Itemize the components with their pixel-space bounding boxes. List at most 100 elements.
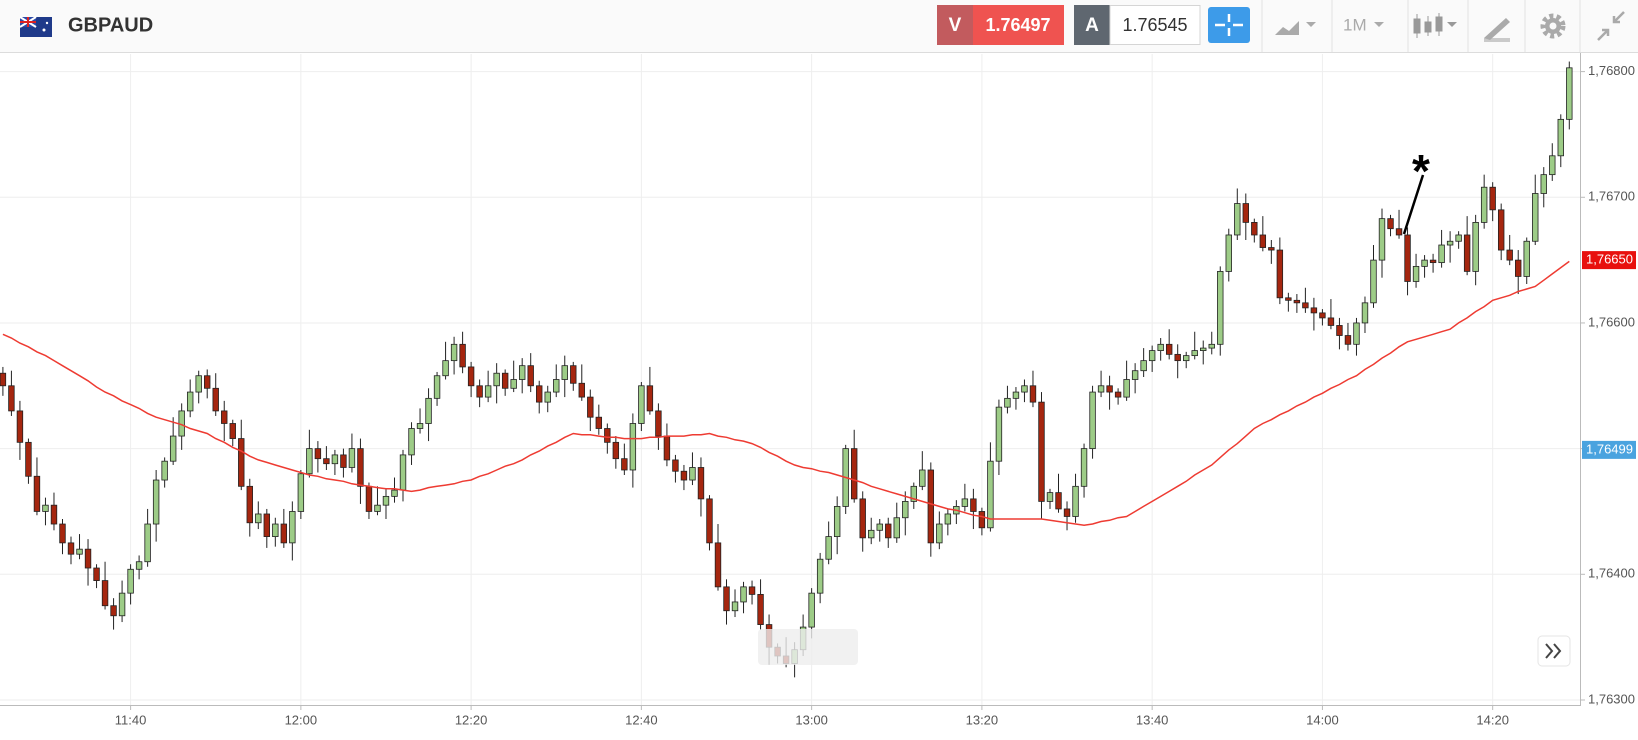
axes: 1,763001,764001,765001,766001,767001,768… bbox=[115, 63, 1636, 727]
draw-button[interactable] bbox=[1484, 18, 1510, 42]
candle-type-button[interactable] bbox=[1413, 13, 1457, 38]
candle-body bbox=[1463, 234, 1471, 272]
candle-body bbox=[1276, 249, 1284, 299]
candle-body bbox=[876, 523, 883, 531]
x-tick-label: 12:40 bbox=[625, 712, 658, 727]
candle-body bbox=[936, 523, 943, 544]
buy-button[interactable]: A 1.76545 bbox=[1074, 5, 1201, 45]
candle-body bbox=[1217, 271, 1224, 345]
candle-body bbox=[638, 385, 645, 424]
price-marker bbox=[1582, 251, 1636, 270]
candle-body bbox=[1327, 317, 1335, 326]
candle-body bbox=[740, 586, 747, 603]
candle-body bbox=[297, 473, 305, 512]
candle-body bbox=[1515, 259, 1522, 277]
candle-body bbox=[1080, 448, 1088, 487]
candle-body bbox=[1344, 335, 1352, 345]
candle-body bbox=[1157, 343, 1164, 351]
collapse-button[interactable] bbox=[1597, 11, 1625, 41]
candle-body bbox=[987, 460, 994, 529]
candle-body bbox=[1021, 385, 1028, 393]
candle-body bbox=[272, 523, 279, 537]
candle-body bbox=[314, 448, 322, 460]
candle-body bbox=[374, 504, 381, 512]
candle-body bbox=[204, 375, 211, 389]
candle-body bbox=[944, 513, 952, 525]
y-tick-label: 1,76400 bbox=[1588, 566, 1635, 581]
candle-body bbox=[1395, 228, 1403, 236]
chart-type-button[interactable] bbox=[1275, 21, 1316, 35]
sell-button[interactable]: V 1.76497 bbox=[937, 5, 1064, 45]
candle-body bbox=[169, 435, 177, 462]
y-tick-label: 1,76300 bbox=[1588, 691, 1635, 706]
candle-body bbox=[382, 495, 390, 506]
candle-body bbox=[1234, 203, 1241, 236]
candle-body bbox=[621, 458, 628, 471]
candle-body bbox=[101, 580, 109, 607]
candle-body bbox=[927, 469, 935, 544]
candle-body bbox=[851, 448, 858, 500]
candle-body bbox=[50, 504, 58, 525]
candle-body bbox=[859, 498, 866, 539]
candle-body bbox=[553, 379, 560, 393]
candle-body bbox=[1429, 259, 1437, 264]
candle-body bbox=[459, 343, 466, 368]
flag bbox=[19, 16, 52, 37]
candle-body bbox=[289, 511, 296, 544]
candle-body bbox=[1361, 302, 1369, 324]
sell-label: V bbox=[949, 15, 962, 36]
candle-body bbox=[8, 385, 15, 412]
candle-body bbox=[331, 454, 339, 465]
candle-body bbox=[1200, 347, 1207, 351]
crosshair-button[interactable] bbox=[1208, 7, 1250, 43]
candle-body bbox=[127, 568, 134, 594]
candle-body bbox=[1251, 222, 1258, 236]
candle-body bbox=[399, 454, 407, 491]
settings-button[interactable] bbox=[1540, 13, 1566, 39]
candle-body bbox=[1123, 379, 1130, 398]
candle-body bbox=[825, 536, 832, 560]
candle-body bbox=[672, 459, 679, 472]
price-marker-label: 1,76650 bbox=[1586, 252, 1633, 267]
candle-body bbox=[467, 366, 475, 387]
candle-body bbox=[816, 558, 824, 594]
candle-body bbox=[536, 385, 543, 403]
candle-body bbox=[1259, 234, 1267, 248]
candle-body bbox=[93, 567, 100, 581]
candle-body bbox=[646, 385, 654, 412]
candle-body bbox=[1310, 307, 1318, 314]
candle-body bbox=[152, 479, 160, 525]
candle-body bbox=[1285, 297, 1292, 301]
candle-body bbox=[1106, 385, 1113, 393]
candle-body bbox=[1191, 350, 1198, 357]
candle-body bbox=[186, 391, 194, 412]
scroll-handle[interactable] bbox=[758, 629, 858, 665]
candle-body bbox=[1455, 234, 1462, 242]
candle-body bbox=[833, 506, 841, 537]
y-tick-label: 1,76600 bbox=[1588, 314, 1635, 329]
candle-body bbox=[723, 586, 730, 612]
candle-body bbox=[1378, 218, 1386, 261]
candle-body bbox=[680, 470, 688, 481]
timeframe-button[interactable]: 1M bbox=[1343, 15, 1384, 34]
candle-body bbox=[1370, 259, 1377, 304]
candle-body bbox=[1336, 325, 1343, 336]
candle-body bbox=[323, 458, 330, 465]
candle-body bbox=[433, 375, 441, 399]
candle-body bbox=[110, 605, 117, 617]
x-tick-label: 12:00 bbox=[285, 712, 318, 727]
y-tick-label: 1,76700 bbox=[1588, 189, 1635, 204]
scroll-right-button[interactable] bbox=[1537, 635, 1571, 667]
candle-body bbox=[255, 513, 262, 524]
candle-body bbox=[1131, 370, 1139, 380]
buy-label: A bbox=[1085, 15, 1099, 36]
candle-body bbox=[1532, 193, 1539, 242]
candle-body bbox=[263, 513, 271, 537]
candle-body bbox=[1302, 302, 1309, 309]
candle-body bbox=[1480, 186, 1488, 223]
candle-body bbox=[1319, 312, 1326, 319]
candle-body bbox=[348, 448, 356, 468]
candle-body bbox=[1089, 391, 1096, 450]
candle-body bbox=[1566, 67, 1573, 120]
